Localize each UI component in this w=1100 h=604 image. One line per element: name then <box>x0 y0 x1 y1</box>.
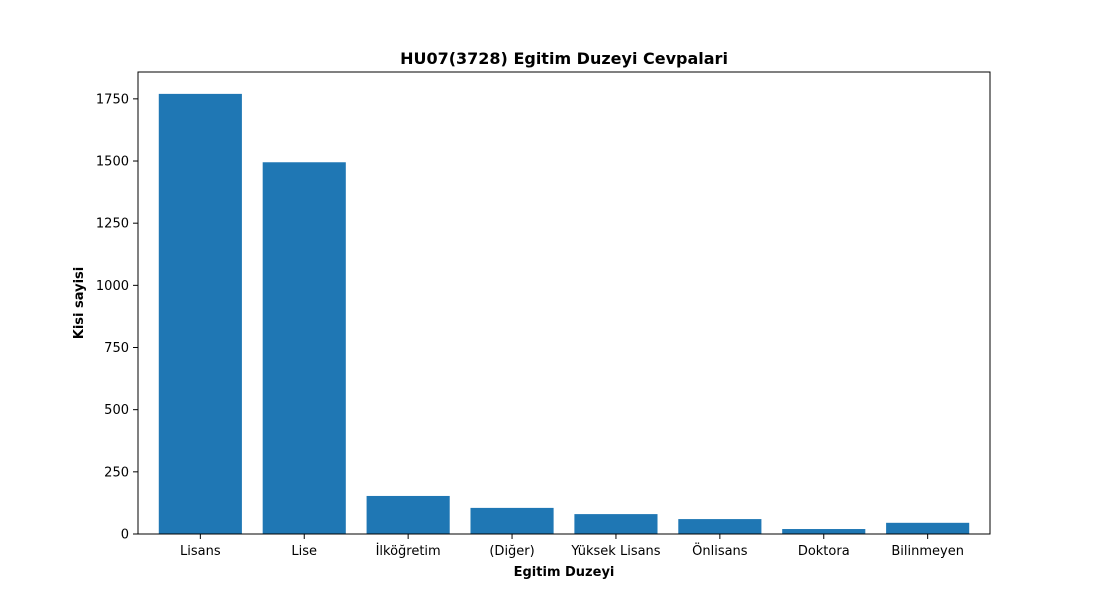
x-tick-label: Yüksek Lisans <box>570 544 660 559</box>
bar-5 <box>678 519 762 534</box>
y-tick-label: 750 <box>104 341 129 356</box>
plot-frame <box>137 71 991 535</box>
y-tick-label: 250 <box>104 465 129 480</box>
x-tick-label: İlköğretim <box>376 543 441 559</box>
x-tick-label: Lisans <box>180 544 221 559</box>
chart-title: HU07(3728) Egitim Duzeyi Cevpalari <box>400 49 728 68</box>
bar-6 <box>782 529 866 534</box>
y-axis: 0 250 500 750 1000 1250 1500 1750 <box>96 92 138 543</box>
bar-4 <box>574 514 658 534</box>
bar-7 <box>886 522 970 534</box>
bar-3 <box>470 507 554 534</box>
bar-0 <box>158 93 242 534</box>
x-tick-label: (Diğer) <box>489 544 534 559</box>
x-axis: Lisans Lise İlköğretim (Diğer) Yüksek Lisans… <box>180 534 964 559</box>
x-axis-label: Egitim Duzeyi <box>514 565 615 580</box>
y-tick-label: 1750 <box>96 92 129 107</box>
bar-2 <box>366 495 450 534</box>
x-tick-label: Lise <box>291 544 317 559</box>
x-tick-label: Bilinmeyen <box>891 544 964 559</box>
y-axis-label: Kisi sayisi <box>72 267 87 339</box>
y-tick-label: 1250 <box>96 217 129 232</box>
x-tick-label: Doktora <box>798 544 850 559</box>
bars-group <box>158 93 970 534</box>
y-tick-label: 500 <box>104 403 129 418</box>
y-tick-label: 1000 <box>96 279 129 294</box>
y-tick-label: 1500 <box>96 155 129 170</box>
y-tick-label: 0 <box>121 528 129 543</box>
x-tick-label: Önlisans <box>692 542 748 559</box>
bar-1 <box>262 162 346 534</box>
